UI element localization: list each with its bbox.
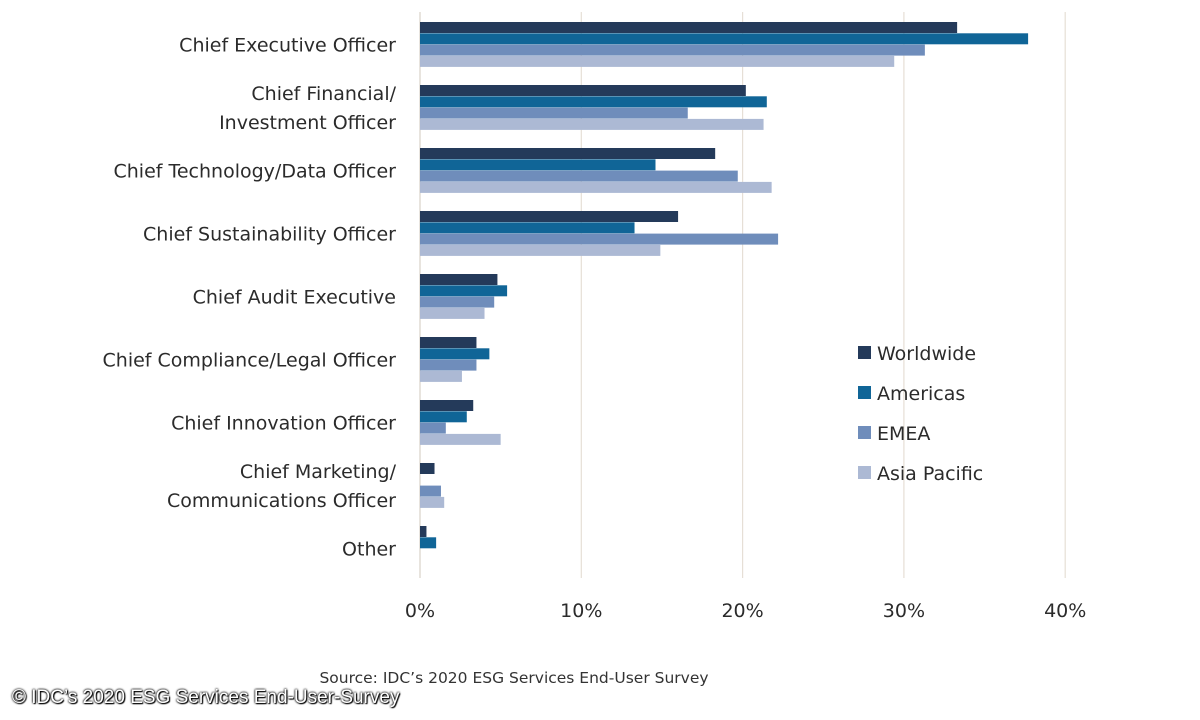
bar-worldwide-5 [420,274,498,285]
x-tick-label-30: 30% [883,600,925,622]
category-label-8: Chief Marketing/Communications Officer [167,461,397,512]
bar-worldwide-7 [420,400,474,411]
bar-americas-2 [420,96,767,108]
source-note: Source: IDC’s 2020 ESG Services End-User… [319,669,709,687]
bar-emea-8 [420,485,441,497]
x-tick-label-10: 10% [560,600,602,622]
legend-label-worldwide: Worldwide [877,343,976,365]
category-label-3: Chief Technology/Data Officer [113,161,396,183]
bar-americas-9 [420,537,437,549]
legend-swatch-worldwide [858,346,871,359]
bar-asia-pacific-1 [420,55,895,67]
bar-emea-7 [420,422,446,434]
x-tick-label-40: 40% [1044,600,1086,622]
bar-asia-pacific-7 [420,433,501,445]
category-label-5: Chief Audit Executive [193,287,396,309]
bar-emea-3 [420,170,738,182]
bar-worldwide-4 [420,211,679,222]
bar-emea-4 [420,233,779,245]
bar-asia-pacific-5 [420,307,485,319]
bar-worldwide-1 [420,22,958,33]
category-label-1: Chief Executive Officer [179,35,396,57]
bar-asia-pacific-3 [420,181,772,193]
bar-emea-6 [420,359,477,371]
legend-swatch-americas [858,386,871,399]
category-label-9: Other [342,539,396,561]
bar-emea-5 [420,296,495,308]
bar-asia-pacific-4 [420,244,661,256]
legend-swatch-asia-pacific [858,466,871,479]
legend-label-emea: EMEA [877,423,930,445]
bar-worldwide-3 [420,148,716,159]
category-label-6: Chief Compliance/Legal Officer [103,350,397,372]
bar-worldwide-8 [420,463,435,474]
copyright-watermark: © IDC’s 2020 ESG Services End-User-Surve… [12,687,400,708]
bar-worldwide-2 [420,85,746,96]
legend-label-americas: Americas [877,383,965,405]
legend-label-asia-pacific: Asia Pacific [877,463,983,485]
bar-emea-1 [420,44,925,56]
bar-asia-pacific-2 [420,118,764,130]
bar-americas-5 [420,285,508,297]
bar-americas-1 [420,33,1029,45]
bar-emea-2 [420,107,688,119]
category-label-4: Chief Sustainability Officer [143,224,396,246]
bar-worldwide-9 [420,526,427,537]
legend-swatch-emea [858,426,871,439]
bar-asia-pacific-8 [420,496,445,508]
x-tick-label-0: 0% [405,600,435,622]
x-tick-label-20: 20% [721,600,763,622]
bar-asia-pacific-6 [420,370,462,382]
bar-americas-6 [420,348,490,360]
bar-americas-3 [420,159,656,171]
bar-americas-4 [420,222,635,234]
category-label-2: Chief Financial/Investment Officer [219,83,397,134]
bar-americas-7 [420,411,467,423]
category-label-7: Chief Innovation Officer [171,413,396,435]
bar-worldwide-6 [420,337,477,348]
